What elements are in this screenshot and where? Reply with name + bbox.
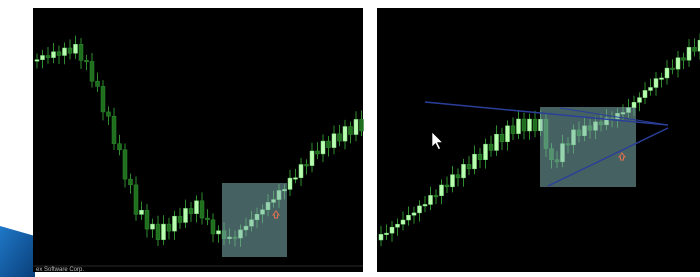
candle xyxy=(682,58,686,61)
candle xyxy=(451,175,455,187)
candle xyxy=(206,218,210,220)
candle xyxy=(310,151,314,166)
candle xyxy=(184,208,188,222)
candle xyxy=(57,52,61,56)
candle xyxy=(500,134,504,142)
candle xyxy=(440,185,444,196)
copyright-text: ex Software Corp. xyxy=(36,267,84,273)
candle xyxy=(35,60,39,62)
candle xyxy=(354,119,358,134)
candle xyxy=(74,44,78,53)
highlight-box xyxy=(222,183,287,257)
candle xyxy=(338,134,342,141)
candle xyxy=(445,185,449,187)
candle xyxy=(418,206,422,213)
candle xyxy=(178,216,182,222)
candle xyxy=(671,68,675,70)
candle xyxy=(46,55,50,57)
candle xyxy=(484,144,488,160)
candle xyxy=(316,151,320,154)
candle xyxy=(506,126,510,142)
candle xyxy=(217,231,221,234)
candle xyxy=(305,165,309,167)
candle xyxy=(401,220,405,224)
candle xyxy=(676,58,680,69)
candle xyxy=(649,87,653,90)
candle xyxy=(294,178,298,180)
candle xyxy=(511,126,515,134)
candle xyxy=(396,224,400,227)
candle xyxy=(429,195,433,204)
candle xyxy=(407,215,411,220)
candle xyxy=(456,175,460,178)
candle xyxy=(41,55,45,59)
candle xyxy=(462,164,466,178)
candle xyxy=(156,224,160,240)
candle xyxy=(151,224,155,229)
candle xyxy=(52,52,56,58)
page: {"footer": {"copyright": "ex Software Co… xyxy=(0,0,700,277)
candle xyxy=(79,44,83,60)
screenshot: ex Software Corp. xyxy=(0,0,700,277)
candle xyxy=(211,220,215,234)
candle xyxy=(134,185,138,215)
candle xyxy=(327,141,331,147)
candle xyxy=(343,127,347,142)
candle xyxy=(489,144,493,150)
candle xyxy=(495,134,499,150)
candle xyxy=(693,47,697,51)
candle xyxy=(632,102,636,107)
candle xyxy=(528,119,532,131)
candle xyxy=(162,224,166,240)
candle xyxy=(68,48,72,53)
candle xyxy=(189,208,193,213)
candle xyxy=(660,78,664,80)
candle xyxy=(195,201,199,214)
candle xyxy=(522,119,526,131)
candle xyxy=(112,116,116,143)
candle xyxy=(517,119,521,134)
candle xyxy=(478,154,482,159)
candle xyxy=(299,165,303,178)
candle xyxy=(654,79,658,88)
candle xyxy=(412,213,416,215)
candle xyxy=(643,90,647,97)
candle xyxy=(379,234,383,240)
candle xyxy=(145,210,149,229)
candle xyxy=(385,233,389,235)
candle xyxy=(129,179,133,185)
candle xyxy=(473,154,477,169)
candle xyxy=(200,201,204,218)
candle xyxy=(423,204,427,206)
candle xyxy=(533,119,537,131)
candle xyxy=(167,224,171,231)
candle xyxy=(96,81,100,86)
candle xyxy=(173,216,177,231)
candle xyxy=(349,127,353,135)
candle xyxy=(288,178,292,189)
candle xyxy=(63,48,67,55)
candle xyxy=(434,195,438,197)
candle xyxy=(107,112,111,116)
candle xyxy=(118,144,122,150)
candle xyxy=(687,47,691,60)
candle xyxy=(467,164,471,168)
candle xyxy=(638,98,642,103)
highlight-box xyxy=(540,107,636,187)
candle xyxy=(123,150,127,179)
chart-panel-right xyxy=(377,8,700,272)
candle xyxy=(140,210,144,214)
candle xyxy=(90,61,94,81)
candle xyxy=(85,60,89,62)
slide-decoration xyxy=(0,226,35,277)
candle xyxy=(321,141,325,154)
candle xyxy=(390,227,394,233)
candle xyxy=(332,134,336,148)
candle xyxy=(101,86,105,112)
candle xyxy=(665,68,669,78)
candle xyxy=(360,119,364,131)
